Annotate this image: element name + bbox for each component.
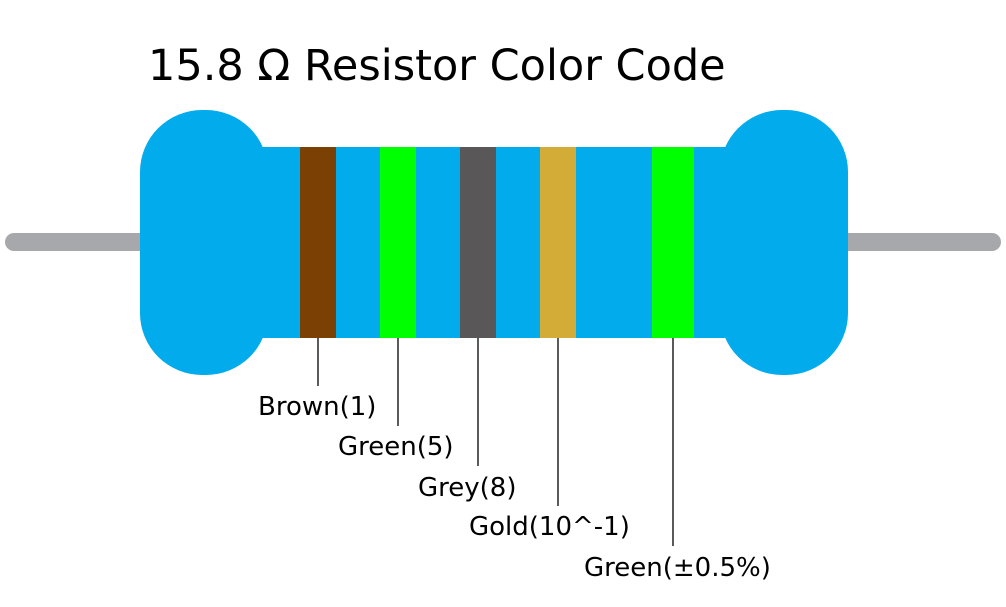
band-label: Grey(8) — [418, 473, 516, 503]
band — [460, 147, 496, 338]
band-label: Green(5) — [338, 432, 454, 462]
band — [300, 147, 336, 338]
band — [652, 147, 694, 338]
band-label: Gold(10^-1) — [469, 512, 630, 542]
cap-right — [720, 110, 848, 375]
band — [540, 147, 576, 338]
band-label: Green(±0.5%) — [584, 553, 771, 583]
cap-left — [140, 110, 268, 375]
title: 15.8 Ω Resistor Color Code — [148, 41, 726, 91]
band-label: Brown(1) — [258, 392, 376, 422]
band — [380, 147, 416, 338]
